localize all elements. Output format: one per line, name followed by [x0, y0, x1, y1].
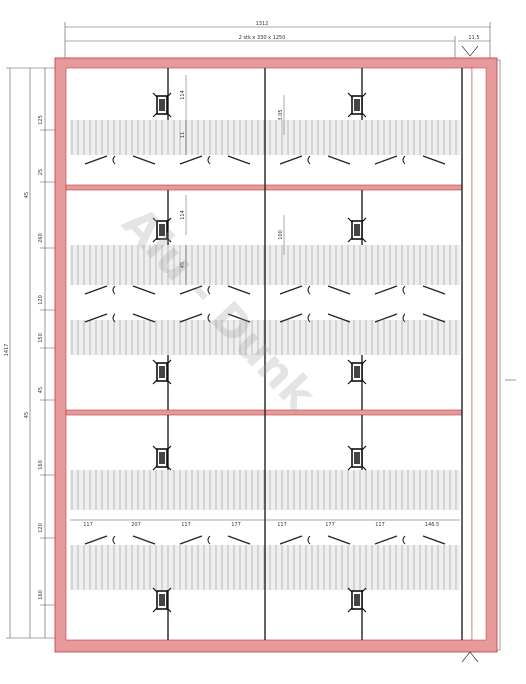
- inner-vertical-label: 114: [180, 90, 186, 100]
- inner-vertical-label: 3.05: [278, 109, 284, 120]
- left-dimensions: [6, 67, 60, 639]
- left-segment-label: 45: [38, 387, 44, 393]
- inner-vertical-label: 45: [180, 262, 186, 268]
- door-swing-icon: [279, 285, 351, 295]
- left-segment-label: 150: [38, 333, 44, 343]
- left-segment-label: 120: [38, 523, 44, 533]
- elevator-cabin-icon: [347, 445, 367, 471]
- elevator-cabin-icon: [347, 587, 367, 613]
- door-swing-icon: [279, 155, 351, 165]
- bottom-row-labels: 117 207 117 177 117 177 117 146.5: [83, 522, 439, 528]
- door-swing-icon: [84, 535, 156, 545]
- bottom-row-label: 146.5: [425, 522, 439, 528]
- inner-vertical-label: 11: [180, 132, 186, 138]
- top-dimensions: [64, 22, 491, 62]
- bottom-row-label: 117: [181, 522, 191, 528]
- elevator-cabin-icon: [152, 587, 172, 613]
- inner-vertical-label: 100: [278, 230, 284, 240]
- bottom-row-label: 117: [375, 522, 385, 528]
- top-right-label: 11.5: [468, 35, 479, 41]
- door-swing-icon: [374, 535, 446, 545]
- bottom-row-label: 117: [83, 522, 93, 528]
- elevator-cabin-icon: [152, 359, 172, 385]
- door-swing-icon: [179, 285, 251, 295]
- left-segment-label: 25: [38, 169, 44, 175]
- door-swing-icon: [374, 155, 446, 165]
- left-segment-label: 120: [38, 295, 44, 305]
- bottom-row-label: 177: [325, 522, 335, 528]
- corner-markers: [461, 45, 479, 663]
- door-swing-icon: [279, 313, 351, 323]
- inner-vertical-label: 114: [180, 210, 186, 220]
- elevator-cabin-icon: [152, 217, 172, 243]
- door-swing-icon: [179, 535, 251, 545]
- inner-vertical-labels: 114 11 3.05 114 45 100: [180, 75, 285, 285]
- bottom-row-label: 177: [231, 522, 241, 528]
- left-segment-label: 260: [38, 233, 44, 243]
- door-swing-icon: [84, 285, 156, 295]
- hatch-band: [70, 470, 460, 510]
- top-overall-label: 1312: [256, 21, 269, 27]
- elevator-cabin-icon: [152, 92, 172, 118]
- top-inner-label: 2 stk x 330 x 1250: [239, 35, 286, 41]
- door-swing-icon: [179, 155, 251, 165]
- door-swing-icon: [179, 313, 251, 323]
- door-swing-icon: [84, 313, 156, 323]
- elevator-cabin-icon: [347, 359, 367, 385]
- elevator-cabin-icon: [347, 217, 367, 243]
- left-overall-label: 1417: [4, 344, 10, 357]
- left-segment-label: 160: [38, 590, 44, 600]
- elevator-icons: [152, 92, 367, 613]
- left-segment-label: 125: [38, 115, 44, 125]
- door-swing-icon: [374, 285, 446, 295]
- bottom-row-label: 117: [277, 522, 287, 528]
- left-band-mid-label: 45: [24, 412, 30, 418]
- left-band-top-label: 45: [24, 192, 30, 198]
- door-swing-icon: [374, 313, 446, 323]
- door-swing-icon: [279, 535, 351, 545]
- left-segment-label: 160: [38, 460, 44, 470]
- elevator-cabin-icon: [347, 92, 367, 118]
- door-swing-icon: [84, 155, 156, 165]
- door-swings: [84, 155, 446, 545]
- elevator-cabin-icon: [152, 445, 172, 471]
- bottom-row-label: 207: [131, 522, 141, 528]
